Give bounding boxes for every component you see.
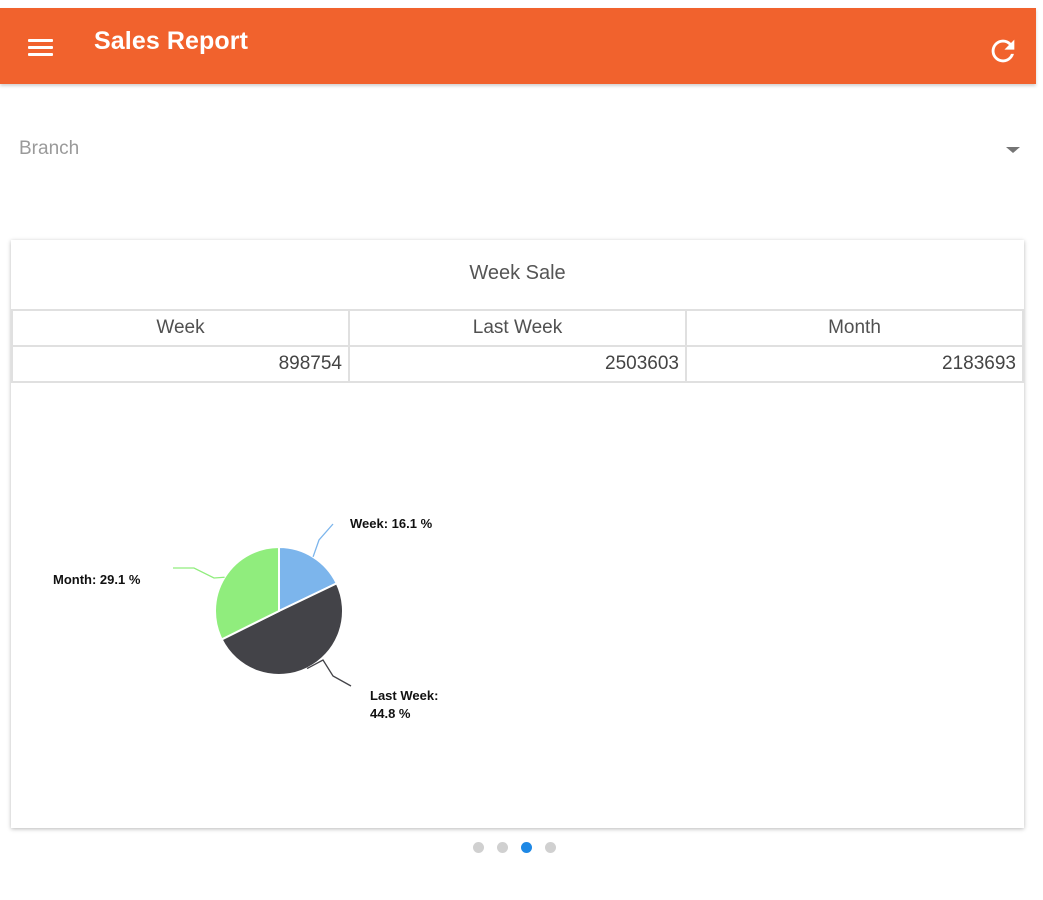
chevron-down-icon[interactable] [1005, 146, 1021, 154]
pie-data-label: Week: 16.1 % [350, 516, 433, 531]
card-title: Week Sale [469, 262, 566, 284]
refresh-button[interactable] [986, 34, 1020, 68]
branch-label: Branch [19, 138, 80, 159]
pie-chart-area: Week: 16.1 % Last Week: 44.8 % Month: 29.1 … [11, 510, 511, 730]
cell-week-value: 898754 [11, 345, 350, 383]
pie-connector-line [173, 567, 225, 579]
pie-data-label: Month: 29.1 % [53, 572, 141, 587]
pie-data-label: 44.8 % [370, 706, 411, 721]
app-bar: Sales Report [0, 8, 1036, 84]
column-header-week: Week [11, 309, 350, 347]
table-row: 898754 2503603 2183693 [11, 345, 1024, 383]
page-title: Sales Report [94, 27, 249, 55]
page-dot[interactable] [473, 842, 484, 853]
pie-data-label: Last Week: [370, 688, 438, 703]
cell-last-week-value: 2503603 [348, 345, 687, 383]
cell-month-value: 2183693 [685, 345, 1024, 383]
week-sale-card: Week Sale Week Last Week Month 898754 25… [11, 240, 1024, 828]
pie-connector-line [306, 659, 352, 687]
pie-slice-week[interactable] [278, 545, 339, 613]
column-header-month: Month [685, 309, 1024, 347]
pie-chart: Week: 16.1 % Last Week: 44.8 % Month: 29.1 … [53, 516, 438, 721]
column-header-last-week: Last Week [348, 309, 687, 347]
page-dot[interactable] [497, 842, 508, 853]
page-dot[interactable] [521, 842, 532, 853]
page-dot[interactable] [545, 842, 556, 853]
top-strip [0, 0, 1043, 8]
refresh-icon [991, 39, 1015, 63]
pie-connector-line [312, 523, 334, 558]
table-header-row: Week Last Week Month [11, 309, 1024, 347]
menu-button[interactable] [24, 34, 56, 60]
branch-select[interactable]: Branch [0, 118, 1036, 180]
sales-table: Week Last Week Month 898754 2503603 2183… [11, 309, 1024, 383]
